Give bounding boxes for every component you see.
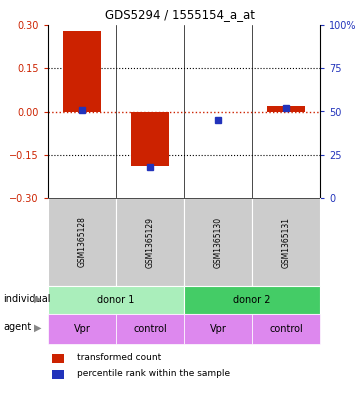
Bar [48, 314, 116, 344]
Bar [252, 198, 320, 286]
Text: transformed count: transformed count [77, 353, 161, 362]
Bar [48, 198, 116, 286]
Text: agent: agent [4, 323, 32, 332]
Bar [184, 314, 252, 344]
Bar [63, 31, 101, 112]
Bar [252, 314, 320, 344]
Text: ▶: ▶ [33, 294, 41, 304]
Text: Vpr: Vpr [210, 324, 226, 334]
Text: individual: individual [4, 294, 51, 304]
Text: GSM1365128: GSM1365128 [77, 217, 86, 268]
Bar [116, 198, 184, 286]
Text: ▶: ▶ [33, 323, 41, 332]
Bar [184, 198, 252, 286]
Text: percentile rank within the sample: percentile rank within the sample [77, 369, 230, 378]
Bar [184, 286, 320, 314]
Bar [48, 286, 184, 314]
Bar [116, 314, 184, 344]
Text: GDS5294 / 1555154_a_at: GDS5294 / 1555154_a_at [105, 8, 255, 21]
Text: donor 1: donor 1 [97, 295, 135, 305]
Text: GSM1365130: GSM1365130 [213, 217, 222, 268]
Text: GSM1365131: GSM1365131 [282, 217, 291, 268]
Text: control: control [269, 324, 303, 334]
Text: control: control [133, 324, 167, 334]
Text: GSM1365129: GSM1365129 [145, 217, 154, 268]
Bar [131, 112, 169, 166]
Bar [267, 106, 305, 112]
Text: Vpr: Vpr [73, 324, 90, 334]
Text: donor 2: donor 2 [233, 295, 271, 305]
